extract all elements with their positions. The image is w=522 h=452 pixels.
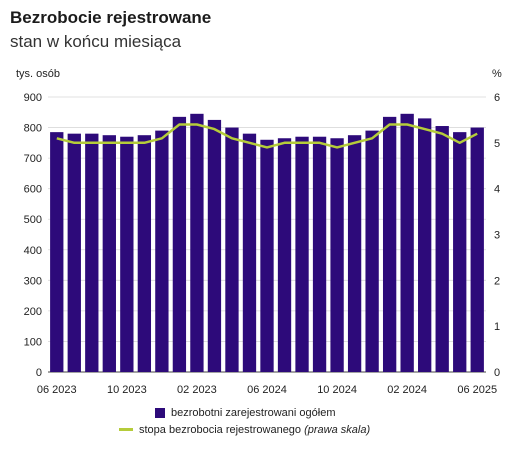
bar xyxy=(365,130,379,372)
bar xyxy=(67,133,81,372)
y-tick-label-right: 6 xyxy=(494,92,500,104)
unemployment-rate-line xyxy=(56,123,478,149)
bar xyxy=(102,135,116,372)
bar-series xyxy=(50,113,484,373)
x-tick-label: 06 2023 xyxy=(37,384,77,396)
y-tick-label-left: 400 xyxy=(24,245,42,257)
chart-subtitle: stan w końcu miesiąca xyxy=(10,32,182,51)
y-tick-label-right: 2 xyxy=(494,275,500,287)
y-tick-label-right: 0 xyxy=(494,367,500,379)
legend: bezrobotni zarejestrowani ogółem stopa b… xyxy=(119,404,371,438)
right-axis-unit: % xyxy=(492,68,502,80)
y-tick-label-left: 300 xyxy=(24,275,42,287)
bar xyxy=(435,126,449,373)
x-tick-label: 02 2023 xyxy=(177,384,217,396)
bar xyxy=(330,138,344,372)
bar xyxy=(207,119,222,373)
y-tick-label-left: 500 xyxy=(24,214,42,226)
y-tick-label-left: 0 xyxy=(36,367,42,379)
x-tick-label: 06 2025 xyxy=(457,384,497,396)
legend-bars-label: bezrobotni zarejestrowani ogółem xyxy=(171,406,336,419)
bar xyxy=(242,133,257,372)
legend-line-note: (prawa skala) xyxy=(304,423,371,436)
y-tick-label-right: 4 xyxy=(494,184,500,196)
bar xyxy=(190,113,204,373)
x-tick-label: 10 2024 xyxy=(317,384,357,396)
bar xyxy=(453,132,467,372)
bar xyxy=(225,127,239,372)
legend-line-label: stopa bezrobocia rejestrowanego xyxy=(139,423,302,436)
bar xyxy=(418,118,432,372)
left-axis-unit: tys. osób xyxy=(16,68,61,80)
bar xyxy=(50,132,64,372)
line-series xyxy=(56,123,478,149)
bar xyxy=(277,138,292,372)
y-tick-label-left: 700 xyxy=(24,153,42,165)
bar xyxy=(295,136,309,372)
bar xyxy=(312,136,327,372)
legend-item-bars: bezrobotni zarejestrowani ogółem xyxy=(155,404,370,421)
y-tick-label-right: 3 xyxy=(494,230,500,242)
bar xyxy=(172,116,187,372)
bar xyxy=(382,116,397,372)
bar xyxy=(400,113,414,373)
y-tick-label-left: 100 xyxy=(24,336,42,348)
y-tick-label-left: 800 xyxy=(24,123,42,135)
bar xyxy=(155,130,169,372)
x-tick-label: 10 2023 xyxy=(107,384,147,396)
chart-title: Bezrobocie rejestrowane xyxy=(10,8,212,27)
legend-bar-swatch xyxy=(155,407,165,418)
bar xyxy=(120,136,134,372)
bar xyxy=(347,135,362,372)
y-tick-label-right: 5 xyxy=(494,138,500,150)
y-tick-label-right: 1 xyxy=(494,321,500,333)
bar xyxy=(260,139,274,372)
x-tick-label: 06 2024 xyxy=(247,384,287,396)
y-tick-label-left: 600 xyxy=(24,184,42,196)
bar xyxy=(137,135,152,372)
legend-line-swatch xyxy=(119,428,133,431)
bar xyxy=(470,127,484,372)
legend-item-line: stopa bezrobocia rejestrowanego (prawa s… xyxy=(119,421,371,438)
bar xyxy=(85,133,99,372)
y-tick-label-left: 900 xyxy=(24,92,42,104)
y-tick-label-left: 200 xyxy=(24,306,42,318)
x-tick-label: 02 2024 xyxy=(387,384,427,396)
axes: 0 100 200 300 400 500 600 700 800 900 0 1 2 3 4 5 6 06 20… xyxy=(24,92,500,396)
